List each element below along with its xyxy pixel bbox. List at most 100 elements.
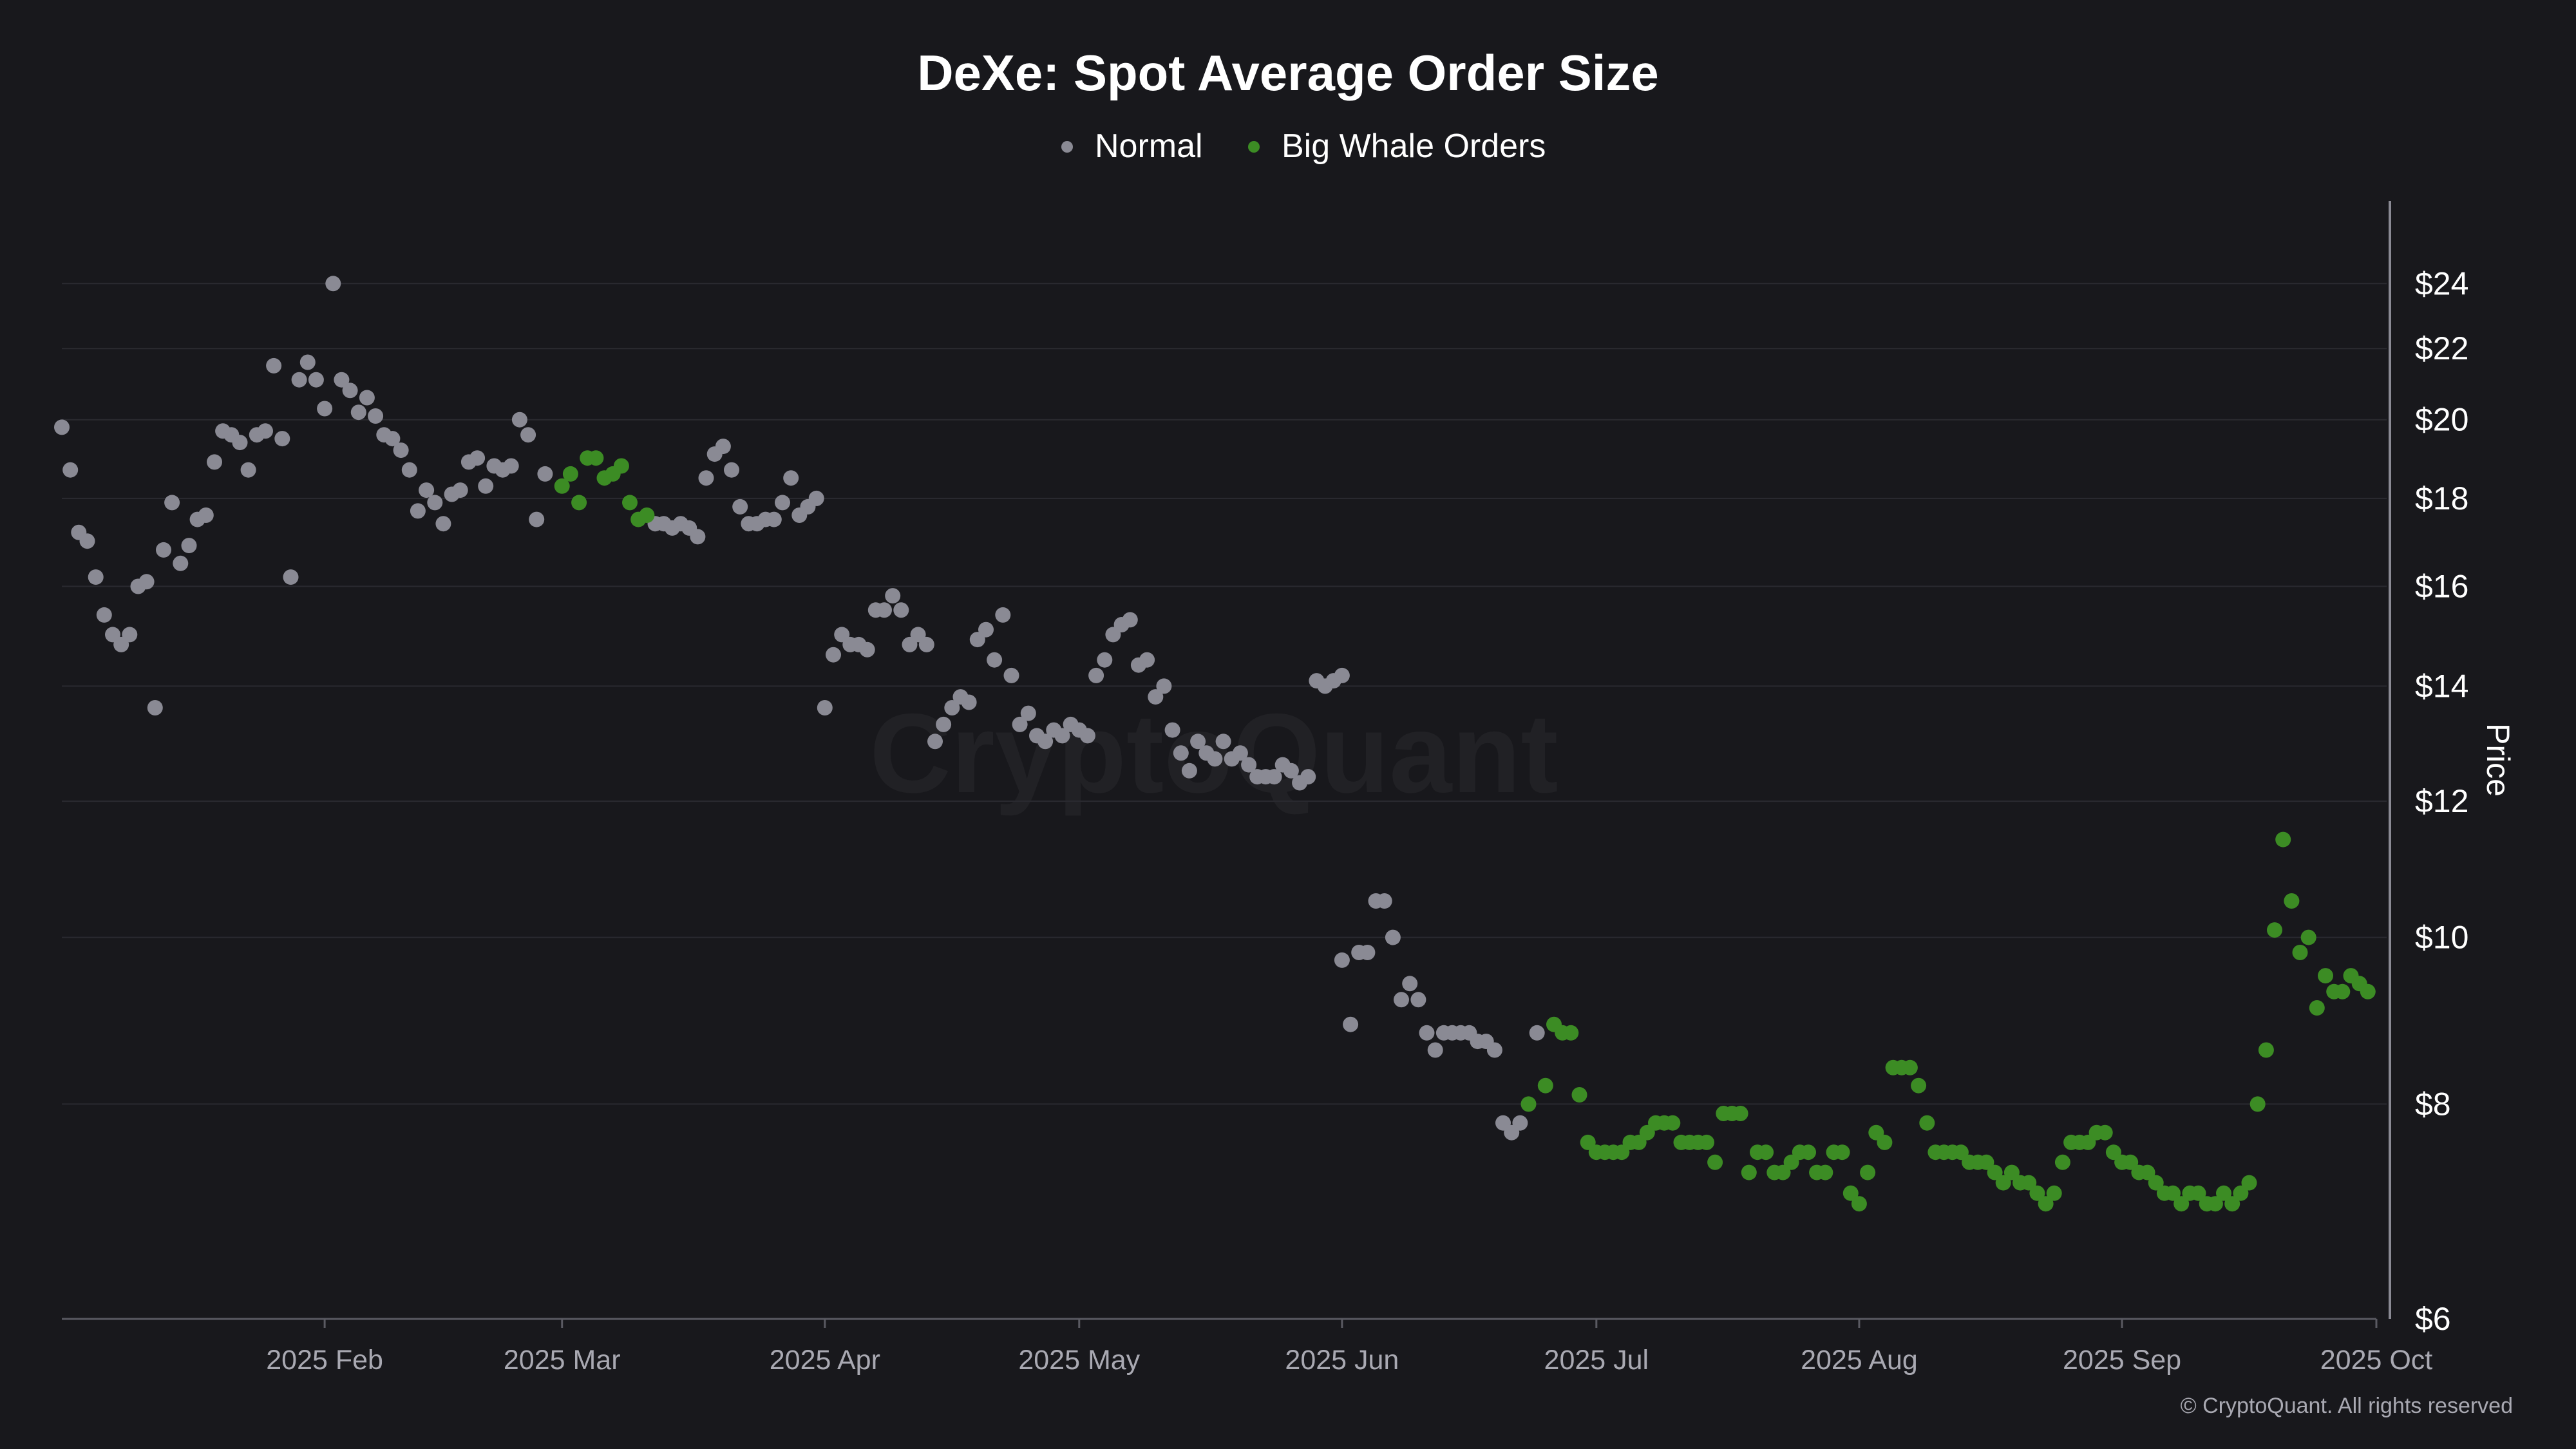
- whale-point: [1775, 1164, 1791, 1180]
- whale-point: [1758, 1144, 1774, 1160]
- whale-point: [2029, 1185, 2045, 1201]
- normal-point: [1241, 757, 1257, 773]
- normal-point: [1181, 762, 1197, 779]
- whale-point: [1919, 1115, 1935, 1131]
- normal-point: [88, 569, 104, 585]
- normal-point: [1097, 652, 1113, 668]
- whale-point: [1732, 1106, 1748, 1121]
- normal-point: [1232, 745, 1248, 761]
- normal-point: [987, 652, 1003, 668]
- normal-point: [503, 458, 519, 474]
- whale-point: [2123, 1154, 2139, 1170]
- legend-item-whale[interactable]: Big Whale Orders: [1248, 128, 1546, 165]
- x-tick-label: 2025 Apr: [770, 1345, 880, 1376]
- normal-point: [1020, 705, 1036, 721]
- normal-point: [452, 482, 468, 498]
- whale-point: [1741, 1164, 1757, 1180]
- whale-point: [2360, 983, 2376, 999]
- normal-point: [775, 495, 790, 511]
- normal-point: [826, 647, 841, 663]
- normal-point: [1003, 667, 1019, 683]
- whale-point: [1520, 1096, 1537, 1112]
- normal-point: [164, 495, 180, 511]
- normal-point: [308, 372, 324, 388]
- y-tick-label: $6: [2415, 1301, 2451, 1337]
- normal-point: [173, 555, 189, 571]
- whale-point: [2334, 983, 2351, 999]
- whale-point: [1707, 1154, 1723, 1170]
- normal-point: [1385, 929, 1401, 945]
- normal-point: [1529, 1025, 1545, 1041]
- normal-point: [427, 495, 443, 511]
- normal-point: [1012, 716, 1028, 732]
- normal-point: [147, 700, 163, 715]
- normal-point: [715, 439, 731, 455]
- whale-point: [2275, 831, 2291, 848]
- whale-point: [2038, 1196, 2054, 1212]
- data-points: [54, 276, 2376, 1212]
- whale-point: [1902, 1059, 1918, 1075]
- normal-point: [1427, 1042, 1443, 1058]
- normal-point: [1122, 612, 1138, 628]
- whale-point: [1834, 1144, 1850, 1160]
- normal-point: [1054, 728, 1070, 744]
- normal-point: [240, 462, 256, 478]
- x-tick-label: 2025 Oct: [2320, 1345, 2433, 1376]
- whale-point: [1860, 1164, 1876, 1180]
- y-tick-label: $12: [2415, 783, 2468, 819]
- whale-point: [2309, 1000, 2325, 1016]
- normal-point: [918, 636, 934, 652]
- normal-point: [927, 734, 943, 750]
- normal-point: [1394, 992, 1409, 1008]
- whale-point: [1987, 1164, 2003, 1180]
- copyright-text: © CryptoQuant. All rights reserved: [2181, 1394, 2513, 1418]
- normal-point: [690, 529, 706, 545]
- whale-point: [1911, 1077, 1927, 1094]
- normal-point: [1512, 1115, 1528, 1131]
- whale-point: [2139, 1164, 2155, 1180]
- normal-point: [368, 408, 384, 424]
- x-axis-ticks: 2025 Feb 2025 Mar 2025 Apr 2025 May 2025 Jun…: [266, 1319, 2432, 1376]
- whale-point: [639, 507, 655, 523]
- normal-point: [724, 462, 739, 478]
- normal-point: [384, 431, 401, 447]
- legend-marker-whale: [1248, 141, 1260, 153]
- normal-point: [274, 431, 290, 447]
- whale-point: [1953, 1144, 1969, 1160]
- whale-point: [2292, 945, 2308, 960]
- normal-point: [732, 498, 748, 515]
- whale-point: [1978, 1154, 1994, 1170]
- normal-point: [258, 423, 273, 439]
- normal-point: [350, 404, 366, 421]
- whale-point: [1877, 1134, 1893, 1150]
- normal-point: [401, 462, 417, 478]
- whale-point: [2258, 1042, 2274, 1058]
- normal-point: [1088, 667, 1104, 683]
- y-tick-label: $14: [2415, 668, 2468, 704]
- whale-point: [2190, 1185, 2206, 1201]
- normal-point: [1148, 689, 1164, 705]
- normal-point: [325, 276, 341, 292]
- whale-point: [2241, 1175, 2257, 1191]
- whale-point: [1563, 1025, 1579, 1041]
- normal-point: [978, 621, 994, 638]
- x-tick-label: 2025 Jul: [1544, 1345, 1649, 1376]
- normal-point: [62, 462, 79, 478]
- normal-point: [469, 450, 486, 466]
- y-tick-label: $16: [2415, 569, 2468, 605]
- whale-point: [571, 495, 587, 511]
- normal-point: [1359, 945, 1376, 960]
- normal-point: [291, 372, 307, 388]
- whale-point: [2207, 1196, 2223, 1212]
- normal-point: [529, 511, 545, 527]
- x-tick-label: 2025 Sep: [2063, 1345, 2181, 1376]
- legend-item-normal[interactable]: Normal: [1061, 128, 1203, 165]
- normal-point: [1334, 952, 1350, 968]
- whale-point: [1817, 1164, 1833, 1180]
- normal-point: [1156, 678, 1172, 694]
- normal-point: [1300, 769, 1316, 785]
- whale-point: [2046, 1185, 2062, 1201]
- whale-point: [1665, 1115, 1681, 1131]
- legend: Normal Big Whale Orders: [1061, 128, 1546, 165]
